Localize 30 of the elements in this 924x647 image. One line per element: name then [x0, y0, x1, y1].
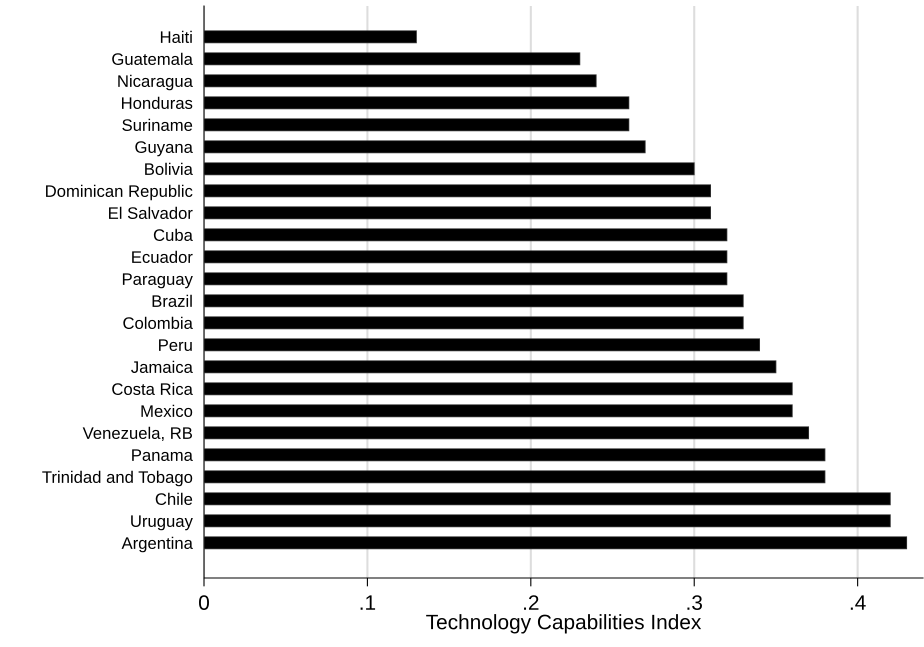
- y-tick-label: Ecuador: [132, 250, 193, 264]
- y-tick-label: Brazil: [152, 294, 192, 308]
- y-tick-label: Guyana: [135, 141, 193, 156]
- y-tick-label: Venezuela, RB: [82, 426, 192, 441]
- y-tick-label: Trinidad and Tobago: [42, 470, 192, 486]
- y-tick-label: Panama: [132, 449, 193, 462]
- x-tick-label: .4: [850, 595, 866, 610]
- y-tick-label: Cuba: [154, 228, 193, 242]
- y-tick-label: Costa Rica: [112, 382, 193, 396]
- y-tick-label: Chile: [156, 492, 192, 506]
- x-axis-title: Technology Capabilities Index: [426, 614, 702, 634]
- y-tick-label: Dominican Republic: [46, 184, 192, 200]
- y-tick-label: Jamaica: [131, 360, 193, 374]
- y-tick-label: Mexico: [141, 404, 192, 418]
- x-tick-label: .3: [687, 595, 702, 610]
- y-tick-label: Guatemala: [112, 52, 193, 66]
- y-tick-label: Haiti: [160, 30, 192, 44]
- y-tick-label: El Salvador: [109, 206, 193, 220]
- y-tick-label: Paraguay: [122, 273, 193, 288]
- x-tick-label: 0: [199, 595, 209, 610]
- y-tick-label: Uruguay: [131, 515, 193, 530]
- y-tick-label: Suriname: [122, 118, 192, 132]
- x-tick-label: .1: [360, 595, 376, 610]
- y-tick-label: Argentina: [122, 536, 193, 552]
- y-tick-label: Honduras: [122, 96, 192, 110]
- y-tick-label: Bolivia: [145, 162, 193, 176]
- x-tick-label: .2: [524, 595, 538, 610]
- y-tick-label: Nicaragua: [118, 74, 193, 90]
- y-tick-label: Peru: [159, 339, 192, 352]
- y-tick-label: Colombia: [123, 316, 193, 330]
